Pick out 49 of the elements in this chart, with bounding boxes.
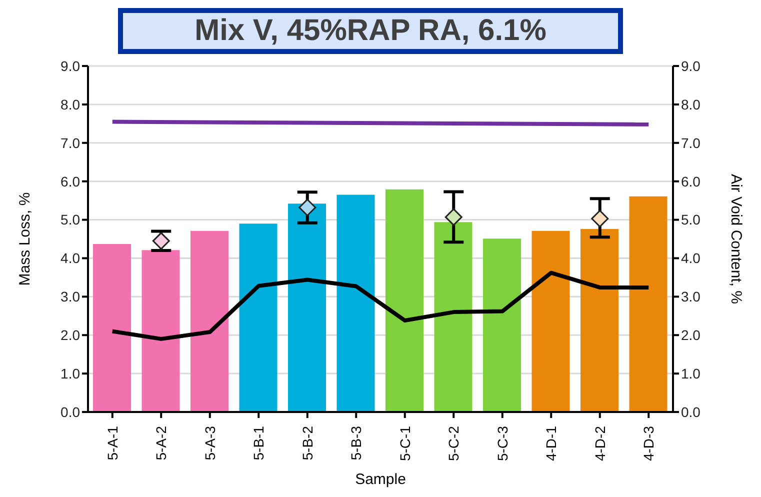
x-tick-label: 4-D-1 xyxy=(543,426,560,462)
y-tick-label: 1.0 xyxy=(60,366,80,382)
bar xyxy=(288,204,326,412)
x-tick-label: 5-B-3 xyxy=(348,426,364,460)
line-series xyxy=(110,270,651,341)
bar xyxy=(532,230,570,412)
bar xyxy=(580,229,618,412)
x-tick-label: 5-A-2 xyxy=(153,426,170,460)
bar xyxy=(190,230,228,412)
y-tick-label: 7.0 xyxy=(60,134,80,151)
bar xyxy=(142,250,180,412)
y2-tick-label: 9.0 xyxy=(681,58,701,74)
y2-tick-label: 0.0 xyxy=(681,404,701,420)
y-tick-label: 6.0 xyxy=(60,173,80,190)
x-tick-label: 5-A-1 xyxy=(104,426,120,460)
bar xyxy=(93,244,131,412)
x-tick-label: 5-B-2 xyxy=(299,426,316,460)
y2-tick-label: 2.0 xyxy=(681,327,701,344)
bar xyxy=(483,238,521,412)
y2-tick-label: 6.0 xyxy=(681,173,701,190)
y2-tick-label: 8.0 xyxy=(681,96,701,112)
bar xyxy=(239,224,278,412)
y2-axis-title: Air Void Content, % xyxy=(728,174,745,304)
y2-tick-label: 4.0 xyxy=(681,250,701,266)
bar xyxy=(386,189,424,412)
y-tick-label: 5.0 xyxy=(60,212,80,228)
x-tick-label: 5-C-2 xyxy=(446,426,462,462)
bar xyxy=(629,196,668,412)
y2-tick-label: 1.0 xyxy=(681,366,701,382)
x-tick-label: 5-C-1 xyxy=(396,426,413,462)
x-tick-label: 5-A-3 xyxy=(202,426,218,460)
x-axis-title: Sample xyxy=(355,471,406,488)
bar xyxy=(336,194,375,412)
y-tick-label: 3.0 xyxy=(60,288,80,305)
x-tick-label: 5-C-3 xyxy=(494,426,510,462)
y-tick-label: 4.0 xyxy=(60,250,80,266)
y-tick-label: 8.0 xyxy=(60,96,80,112)
y-tick-label: 0.0 xyxy=(60,404,80,420)
chart-title: Mix V, 45%RAP RA, 6.1% xyxy=(118,8,623,54)
x-tick-label: 4-D-3 xyxy=(640,426,657,462)
bar xyxy=(434,222,472,412)
x-tick-label: 4-D-2 xyxy=(592,426,608,462)
y-tick-label: 2.0 xyxy=(60,327,80,344)
x-tick-label: 5-B-1 xyxy=(250,426,267,460)
y-tick-label: 9.0 xyxy=(60,58,80,74)
y2-tick-label: 5.0 xyxy=(681,212,701,228)
y2-tick-label: 7.0 xyxy=(681,134,701,151)
y-axis-title: Mass Loss, % xyxy=(16,192,34,286)
y2-tick-label: 3.0 xyxy=(681,288,701,305)
